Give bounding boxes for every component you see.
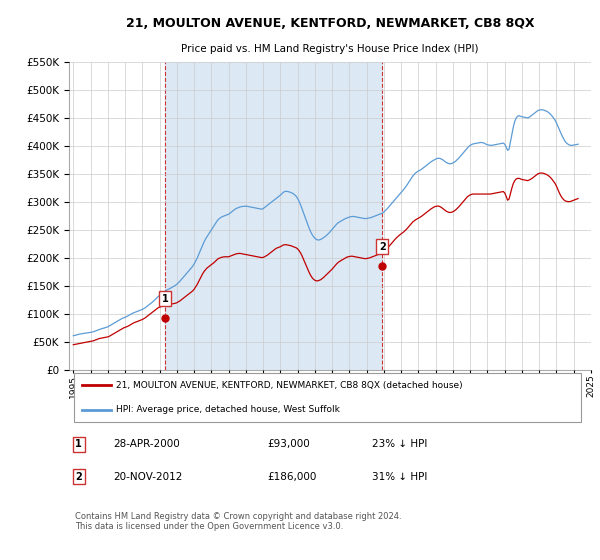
Text: 21, MOULTON AVENUE, KENTFORD, NEWMARKET, CB8 8QX (detached house): 21, MOULTON AVENUE, KENTFORD, NEWMARKET,… (116, 381, 463, 390)
Text: 20-NOV-2012: 20-NOV-2012 (113, 472, 183, 482)
Text: 31% ↓ HPI: 31% ↓ HPI (372, 472, 427, 482)
Text: 1: 1 (75, 440, 82, 450)
Text: £93,000: £93,000 (268, 440, 310, 450)
Text: HPI: Average price, detached house, West Suffolk: HPI: Average price, detached house, West… (116, 405, 340, 414)
Text: 23% ↓ HPI: 23% ↓ HPI (372, 440, 427, 450)
Text: Contains HM Land Registry data © Crown copyright and database right 2024.
This d: Contains HM Land Registry data © Crown c… (75, 511, 402, 531)
Text: 2: 2 (379, 242, 386, 251)
Text: 1: 1 (162, 294, 169, 304)
Text: 21, MOULTON AVENUE, KENTFORD, NEWMARKET, CB8 8QX: 21, MOULTON AVENUE, KENTFORD, NEWMARKET,… (126, 16, 534, 30)
Bar (165, 62, 382, 371)
Text: £186,000: £186,000 (268, 472, 317, 482)
Text: 2: 2 (75, 472, 82, 482)
Text: Price paid vs. HM Land Registry's House Price Index (HPI): Price paid vs. HM Land Registry's House … (181, 44, 479, 54)
Text: 28-APR-2000: 28-APR-2000 (113, 440, 180, 450)
FancyBboxPatch shape (74, 372, 581, 422)
